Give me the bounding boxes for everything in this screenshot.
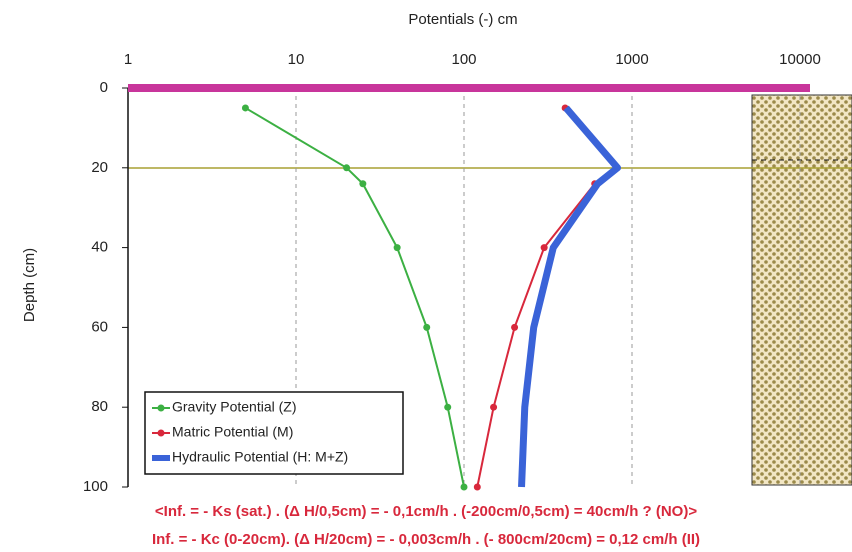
series-line: [522, 108, 618, 487]
legend-label: Matric Potential (M): [172, 424, 293, 440]
marker: [490, 404, 497, 411]
legend-swatch: [158, 405, 165, 412]
annotation: Inf. = - Kc (0-20cm). (Δ H/20cm) = - 0,0…: [152, 531, 700, 548]
x-tick-label: 10000: [779, 51, 821, 68]
y-tick-label: 40: [91, 239, 108, 256]
marker: [242, 104, 249, 111]
legend-swatch: [158, 430, 165, 437]
surface-band: [128, 84, 810, 92]
marker: [461, 484, 468, 491]
marker: [343, 164, 350, 171]
x-tick-label: 100: [451, 51, 476, 68]
y-tick-label: 80: [91, 398, 108, 415]
marker: [474, 484, 481, 491]
chart: Potentials (-) cm Depth (cm) 11010010001…: [0, 0, 852, 552]
legend: Gravity Potential (Z) Matric Potential (M…: [145, 392, 403, 474]
marker: [423, 324, 430, 331]
legend-swatch: [152, 455, 170, 461]
x-tick-label: 1000: [615, 51, 648, 68]
marker: [394, 244, 401, 251]
series-line: [477, 108, 615, 487]
x-tick-label: 1: [124, 51, 132, 68]
y-tick-label: 20: [91, 159, 108, 176]
marker: [359, 180, 366, 187]
legend-label: Gravity Potential (Z): [172, 399, 296, 415]
marker: [444, 404, 451, 411]
y-tick-label: 0: [100, 79, 108, 96]
soil-column: [752, 95, 852, 485]
legend-label: Hydraulic Potential (H: M+Z): [172, 449, 348, 465]
annotation: <Inf. = - Ks (sat.) . (Δ H/0,5cm) = - 0,…: [155, 503, 697, 520]
x-tick-label: 10: [288, 51, 305, 68]
y-tick-label: 60: [91, 318, 108, 335]
chart-title: Potentials (-) cm: [408, 11, 517, 28]
y-axis-label: Depth (cm): [21, 248, 38, 322]
marker: [541, 244, 548, 251]
y-tick-label: 100: [83, 478, 108, 495]
marker: [511, 324, 518, 331]
